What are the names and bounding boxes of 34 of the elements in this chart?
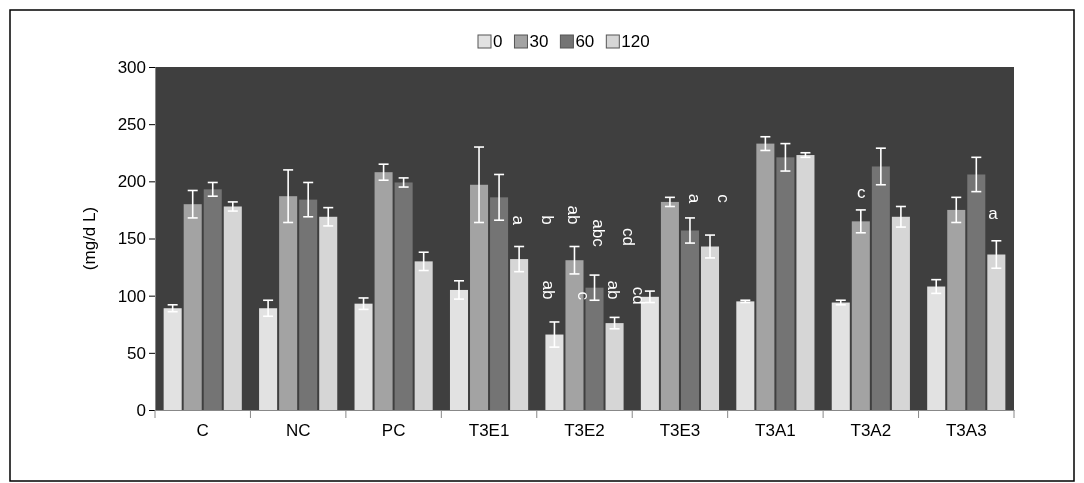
annotation: abc: [589, 219, 609, 248]
y-axis-title: (mg/d L): [80, 206, 99, 271]
annotation: b: [537, 215, 557, 225]
x-tick-label: NC: [285, 421, 311, 441]
annotation: ab: [563, 205, 583, 225]
annotation: c: [714, 194, 734, 204]
legend-label: 120: [621, 32, 650, 51]
x-tick-label: T3A3: [945, 421, 987, 441]
x-tick-label: T3A2: [850, 421, 892, 441]
legend-label: 0: [493, 32, 503, 51]
annotation: cd: [618, 228, 638, 246]
x-tick-label: T3A1: [755, 421, 796, 441]
y-tick-label: 200: [117, 172, 146, 192]
annotation: cd: [629, 286, 649, 305]
legend-label: 60: [575, 32, 595, 51]
annotation: a: [684, 193, 704, 204]
y-tick-label: 50: [127, 343, 146, 363]
x-tick-label: T3E3: [659, 421, 701, 441]
y-tick-label: 100: [117, 286, 146, 306]
annotation: c: [574, 291, 594, 301]
annotation: c: [857, 183, 867, 203]
y-tick-label: 300: [117, 57, 146, 77]
annotation: a: [509, 215, 529, 226]
x-tick-label: C: [196, 421, 209, 441]
y-tick-label: 250: [117, 115, 146, 135]
annotation: ab: [603, 280, 623, 300]
y-tick-label: 0: [136, 400, 146, 420]
x-tick-label: T3E2: [564, 421, 605, 441]
x-tick-label: T3E1: [468, 421, 510, 441]
legend-label: 30: [529, 32, 549, 51]
x-tick-label: PC: [381, 421, 406, 441]
annotation: a: [988, 203, 999, 223]
y-tick-label: 150: [117, 229, 146, 249]
annotation: ab: [538, 280, 558, 300]
